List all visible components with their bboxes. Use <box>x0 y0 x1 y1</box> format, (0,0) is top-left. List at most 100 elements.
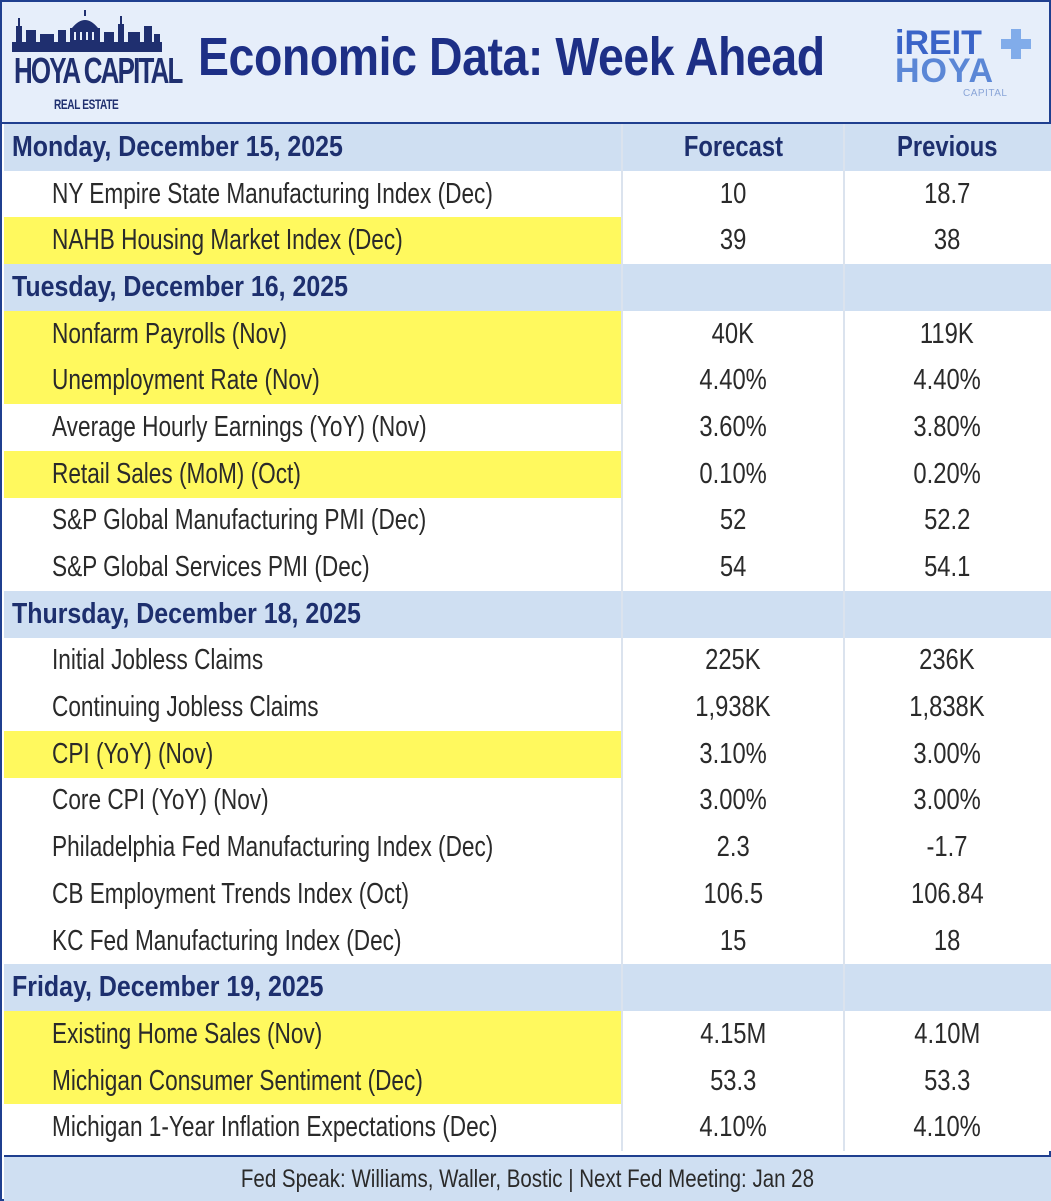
previous-cell: 3.80% <box>843 404 1049 451</box>
previous-cell: 106.84 <box>843 871 1049 918</box>
previous-value: 236K <box>919 644 975 677</box>
forecast-value: 4.10% <box>699 1111 767 1144</box>
forecast-header-cell <box>621 590 843 638</box>
table-row: CB Employment Trends Index (Oct) 106.5 106… <box>4 871 1051 918</box>
previous-header-cell: Previous <box>843 124 1049 171</box>
indicator-name: Retail Sales (MoM) (Oct) <box>52 457 301 490</box>
hoya-capital-logo: HOYA CAPITAL REAL ESTATE <box>12 8 183 116</box>
forecast-cell: 53.3 <box>621 1057 843 1105</box>
table-row: S&P Global Manufacturing PMI (Dec) 52 52.2 <box>4 497 1051 545</box>
forecast-column-header: Forecast <box>683 130 783 163</box>
indicator-name-cell: KC Fed Manufacturing Index (Dec) <box>4 918 621 965</box>
forecast-cell: 54 <box>621 544 843 591</box>
logo-left-sub-text: REAL ESTATE <box>54 96 119 112</box>
day-header-row: Monday, December 15, 2025 Forecast Previou… <box>4 124 1051 171</box>
previous-value: 4.10% <box>913 1111 981 1144</box>
forecast-value: 39 <box>719 224 747 257</box>
table-row: NAHB Housing Market Index (Dec) 39 38 <box>4 217 1051 265</box>
previous-cell: 0.20% <box>843 450 1049 498</box>
previous-cell: 18 <box>843 917 1049 965</box>
forecast-cell: 3.60% <box>621 404 843 451</box>
plus-icon <box>1001 29 1031 59</box>
indicator-name-cell: Philadelphia Fed Manufacturing Index (De… <box>4 824 621 871</box>
table-row: Retail Sales (MoM) (Oct) 0.10% 0.20% <box>4 450 1051 498</box>
table-row: Core CPI (YoY) (Nov) 3.00% 3.00% <box>4 777 1051 825</box>
indicator-name-cell: S&P Global Services PMI (Dec) <box>4 544 621 591</box>
table-row: Michigan 1-Year Inflation Expectations (… <box>4 1104 1051 1152</box>
day-label: Tuesday, December 16, 2025 <box>12 270 348 303</box>
forecast-value: 53.3 <box>709 1064 757 1097</box>
indicator-name-cell: Nonfarm Payrolls (Nov) <box>4 310 621 358</box>
forecast-value: 54 <box>719 551 747 584</box>
previous-cell: 38 <box>843 217 1049 265</box>
day-header-row: Thursday, December 18, 2025 <box>4 590 1051 638</box>
forecast-cell: 39 <box>621 217 843 265</box>
previous-cell: 3.00% <box>843 730 1049 778</box>
day-label: Friday, December 19, 2025 <box>12 971 324 1004</box>
forecast-cell: 3.10% <box>621 730 843 778</box>
indicator-name-cell: Michigan Consumer Sentiment (Dec) <box>4 1057 621 1105</box>
table-row: Continuing Jobless Claims 1,938K 1,838K <box>4 684 1051 731</box>
day-header-row: Tuesday, December 16, 2025 <box>4 264 1051 311</box>
indicator-name-cell: Existing Home Sales (Nov) <box>4 1011 621 1058</box>
previous-value: 3.00% <box>913 737 981 770</box>
indicator-name-cell: Core CPI (YoY) (Nov) <box>4 778 621 825</box>
forecast-value: 3.10% <box>699 737 767 770</box>
indicator-name-cell: CPI (YoY) (Nov) <box>4 730 621 778</box>
forecast-cell: 4.15M <box>621 1011 843 1058</box>
forecast-cell: 40K <box>621 310 843 358</box>
footer-text: Fed Speak: Williams, Waller, Bostic | Ne… <box>240 1164 815 1193</box>
forecast-value: 40K <box>711 317 755 350</box>
logo-right-top-text: iREIT <box>895 24 982 62</box>
indicator-name: Michigan 1-Year Inflation Expectations (… <box>52 1111 498 1144</box>
table-row: Existing Home Sales (Nov) 4.15M 4.10M <box>4 1011 1051 1058</box>
forecast-value: 225K <box>705 644 761 677</box>
indicator-name-cell: S&P Global Manufacturing PMI (Dec) <box>4 498 621 545</box>
previous-value: 3.80% <box>913 410 981 443</box>
previous-value: 106.84 <box>910 877 984 910</box>
previous-value: 54.1 <box>923 551 971 584</box>
indicator-name-cell: Average Hourly Earnings (YoY) (Nov) <box>4 404 621 451</box>
day-label-cell: Monday, December 15, 2025 <box>4 124 621 171</box>
forecast-value: 15 <box>719 924 747 957</box>
previous-cell: 4.10% <box>843 1104 1049 1152</box>
previous-value: 38 <box>933 224 961 257</box>
indicator-name: NAHB Housing Market Index (Dec) <box>52 224 403 257</box>
previous-cell: 1,838K <box>843 684 1049 731</box>
previous-value: 3.00% <box>913 784 981 817</box>
forecast-value: 4.40% <box>699 364 767 397</box>
forecast-value: 4.15M <box>699 1017 767 1050</box>
forecast-cell: 52 <box>621 497 843 545</box>
previous-value: 0.20% <box>913 457 981 490</box>
previous-cell: 53.3 <box>843 1057 1049 1105</box>
day-label-cell: Tuesday, December 16, 2025 <box>4 264 621 311</box>
footer-bar: Fed Speak: Williams, Waller, Bostic | Ne… <box>4 1155 1051 1201</box>
forecast-header-cell: Forecast <box>621 124 843 171</box>
forecast-value: 0.10% <box>699 457 767 490</box>
logo-left-main-text: HOYA CAPITAL <box>14 50 183 91</box>
forecast-value: 10 <box>719 177 747 210</box>
indicator-name-cell: NAHB Housing Market Index (Dec) <box>4 217 621 265</box>
indicator-name-cell: Retail Sales (MoM) (Oct) <box>4 450 621 498</box>
indicator-name: Initial Jobless Claims <box>52 644 264 677</box>
day-label-cell: Friday, December 19, 2025 <box>4 964 621 1011</box>
indicator-name: NY Empire State Manufacturing Index (Dec… <box>52 177 493 210</box>
day-header-row: Friday, December 19, 2025 <box>4 964 1051 1012</box>
forecast-cell: 225K <box>621 637 843 685</box>
forecast-value: 3.00% <box>699 784 767 817</box>
day-label: Thursday, December 18, 2025 <box>12 597 361 630</box>
forecast-cell: 1,938K <box>621 684 843 731</box>
table-row: KC Fed Manufacturing Index (Dec) 15 18 <box>4 917 1051 965</box>
previous-header-cell <box>843 964 1049 1012</box>
indicator-name: Existing Home Sales (Nov) <box>52 1017 323 1050</box>
previous-cell: 54.1 <box>843 544 1049 591</box>
logo-right-mid-text: HOYA <box>895 52 995 90</box>
forecast-cell: 4.40% <box>621 357 843 405</box>
previous-value: 18 <box>933 924 961 957</box>
logo-right-sub-text: CAPITAL <box>963 88 1008 99</box>
forecast-cell: 4.10% <box>621 1104 843 1152</box>
table-row: Unemployment Rate (Nov) 4.40% 4.40% <box>4 357 1051 405</box>
indicator-name-cell: Initial Jobless Claims <box>4 638 621 685</box>
forecast-cell: 106.5 <box>621 871 843 918</box>
